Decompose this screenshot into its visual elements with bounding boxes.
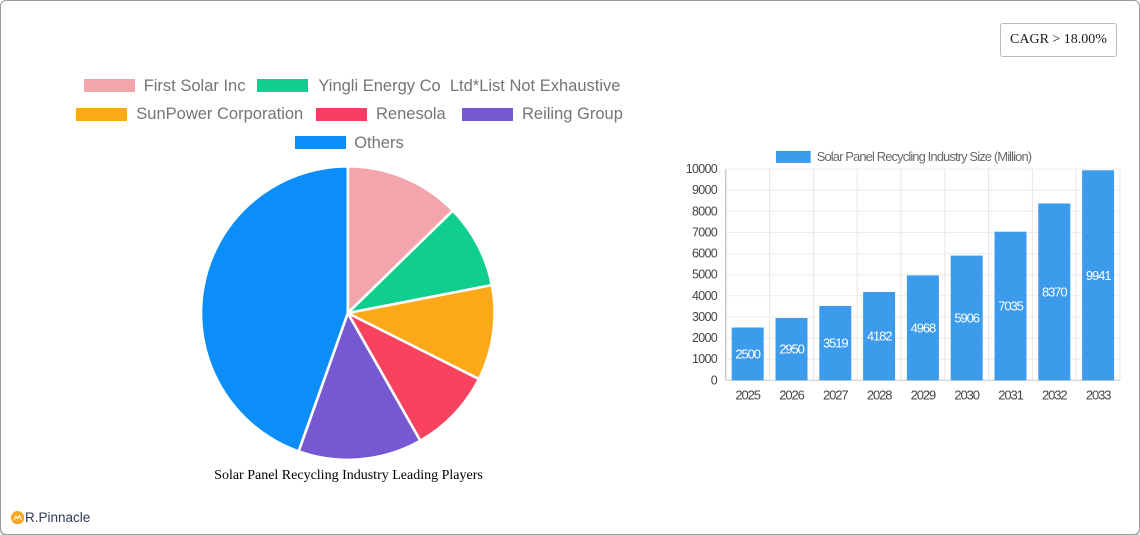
svg-text:2029: 2029	[911, 388, 936, 403]
svg-text:3000: 3000	[692, 310, 718, 324]
svg-text:7000: 7000	[692, 226, 718, 240]
svg-text:7035: 7035	[998, 299, 1023, 314]
svg-text:2033: 2033	[1086, 388, 1111, 403]
svg-text:8370: 8370	[1042, 284, 1067, 299]
svg-text:9941: 9941	[1086, 268, 1111, 283]
svg-text:9000: 9000	[692, 183, 718, 197]
svg-text:2500: 2500	[735, 346, 760, 361]
svg-text:2025: 2025	[735, 388, 760, 403]
svg-text:2030: 2030	[954, 388, 979, 403]
svg-text:2031: 2031	[998, 388, 1023, 403]
svg-text:2000: 2000	[692, 331, 718, 345]
svg-text:4000: 4000	[692, 289, 718, 303]
svg-text:2028: 2028	[867, 388, 892, 403]
svg-text:2026: 2026	[779, 388, 804, 403]
svg-text:1000: 1000	[692, 352, 718, 366]
svg-text:2950: 2950	[779, 342, 804, 357]
svg-text:5906: 5906	[954, 310, 979, 325]
svg-text:6000: 6000	[692, 247, 718, 261]
svg-text:3519: 3519	[823, 336, 848, 351]
svg-text:4182: 4182	[867, 329, 892, 344]
svg-text:0: 0	[711, 373, 718, 387]
svg-text:8000: 8000	[692, 204, 718, 218]
svg-text:2032: 2032	[1042, 388, 1067, 403]
svg-text:4968: 4968	[911, 320, 936, 335]
svg-text:2027: 2027	[823, 388, 848, 403]
svg-text:Solar Panel Recycling Industry: Solar Panel Recycling Industry Size (Mil…	[817, 149, 1032, 164]
svg-text:10000: 10000	[686, 162, 718, 176]
svg-text:5000: 5000	[692, 268, 718, 282]
